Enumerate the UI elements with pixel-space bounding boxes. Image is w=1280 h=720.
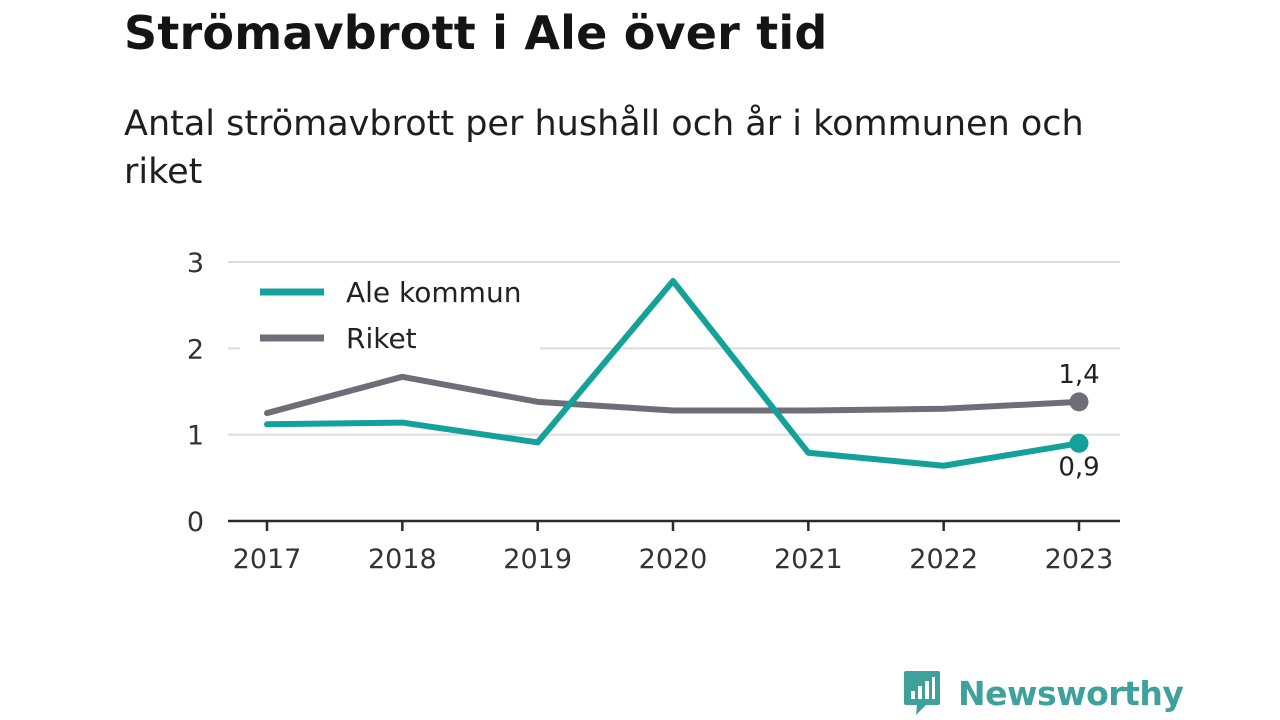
legend-background: [240, 275, 540, 355]
y-tick-label: 2: [187, 334, 204, 365]
end-label-riket: 1,4: [1058, 360, 1099, 390]
x-tick-label: 2018: [368, 544, 437, 575]
y-tick-label: 0: [187, 507, 204, 538]
end-point-ale-kommun: [1069, 433, 1089, 453]
brand-name: Newsworthy: [958, 673, 1184, 713]
end-value-labels: 1,4 0,9: [1058, 360, 1099, 482]
bar-chart-speech-bubble-icon: [904, 671, 940, 715]
end-point-riket: [1069, 392, 1089, 412]
series-lines: [264, 277, 1089, 469]
x-tick-label: 2021: [774, 544, 843, 575]
x-tick-label: 2017: [233, 544, 302, 575]
legend: Ale kommun Riket: [240, 275, 540, 355]
end-label-ale-kommun: 0,9: [1058, 452, 1099, 482]
legend-label: Riket: [346, 322, 417, 355]
series-line-riket: [264, 373, 1082, 417]
x-tick-label: 2023: [1045, 544, 1114, 575]
series-line-ale-kommun: [264, 277, 1082, 469]
legend-label: Ale kommun: [346, 276, 521, 309]
x-tick-label: 2019: [503, 544, 572, 575]
x-axis-ticks: 2017 2018 2019 2020 2021 2022 2023: [228, 519, 1120, 575]
x-tick-label: 2022: [909, 544, 978, 575]
brand-logo: Newsworthy: [902, 668, 1184, 718]
chart-title: Strömavbrott i Ale över tid: [124, 6, 828, 60]
y-axis-ticks: 0 1 2 3: [187, 248, 204, 538]
y-tick-label: 1: [187, 421, 204, 452]
x-tick-label: 2020: [639, 544, 708, 575]
y-tick-label: 3: [187, 248, 204, 279]
chart-subtitle: Antal strömavbrott per hushåll och år i …: [124, 104, 1084, 192]
